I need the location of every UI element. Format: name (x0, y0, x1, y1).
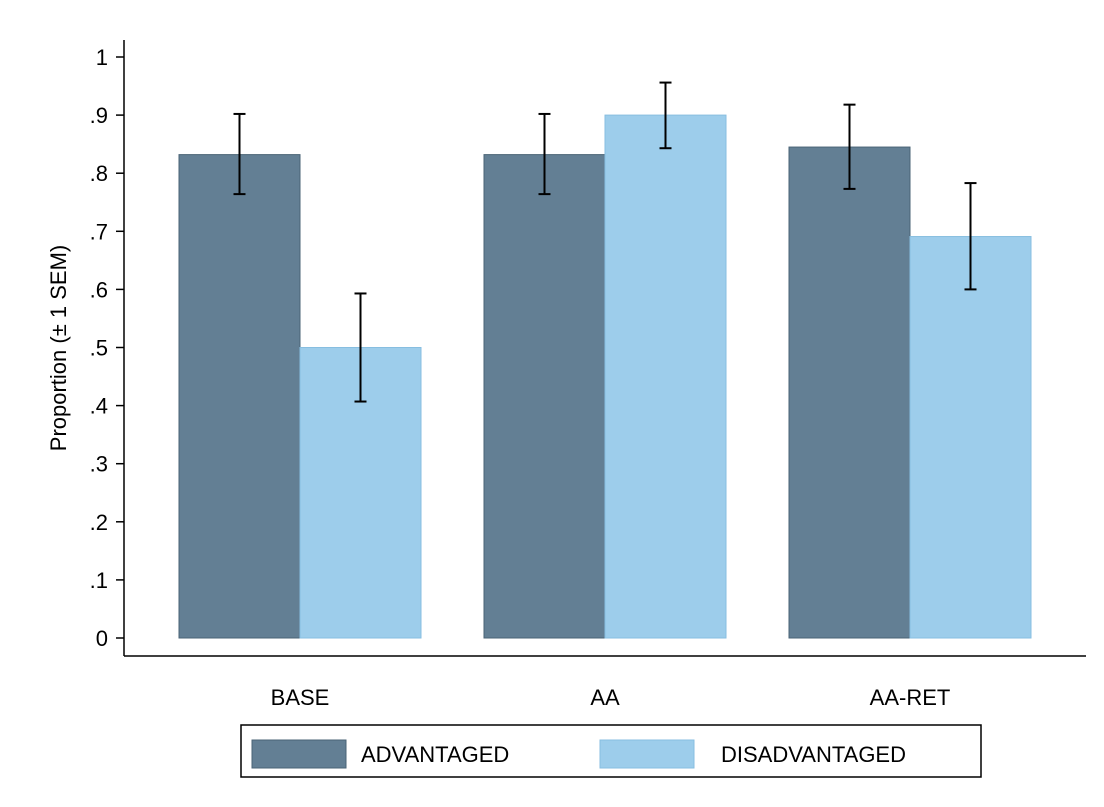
x-category-label: AA-RET (870, 685, 951, 710)
y-tick-label: .5 (90, 336, 108, 361)
x-category-label: BASE (271, 685, 330, 710)
y-axis-ticks: 0 .1 .2 .3 .4 .5 .6 .7 .8 .9 1 (90, 45, 124, 651)
bar-advantaged-aa-ret (788, 146, 911, 639)
error-bar (659, 81, 672, 150)
y-axis-title: Proportion (± 1 SEM) (46, 245, 71, 451)
y-tick-label: .3 (90, 452, 108, 477)
y-tick-label: .9 (90, 103, 108, 128)
y-tick-label: .6 (90, 277, 108, 302)
legend-swatch (599, 739, 695, 769)
bar-disadvantaged-aa-ret (909, 236, 1032, 639)
legend-label: ADVANTAGED (361, 742, 509, 767)
x-axis-category-labels: BASE AA AA-RET (271, 685, 951, 710)
error-bar (843, 103, 856, 190)
bar-advantaged-aa (483, 154, 606, 639)
y-tick-label: .2 (90, 510, 108, 535)
y-tick-label: .4 (90, 394, 108, 419)
chart-error-bars (233, 81, 977, 403)
x-category-label: AA (590, 685, 620, 710)
error-bar (538, 112, 551, 196)
y-tick-label: .8 (90, 161, 108, 186)
chart-bars (178, 114, 1032, 639)
error-bar (354, 292, 367, 403)
y-tick-label: 0 (96, 626, 108, 651)
legend-swatch (251, 739, 347, 769)
legend: ADVANTAGED DISADVANTAGED (240, 724, 982, 778)
y-tick-label: 1 (96, 45, 108, 70)
error-bar (964, 182, 977, 291)
legend-label: DISADVANTAGED (721, 742, 906, 767)
y-tick-label: .1 (90, 568, 108, 593)
error-bar (233, 112, 246, 196)
y-tick-label: .7 (90, 219, 108, 244)
bar-disadvantaged-aa (604, 114, 727, 639)
bar-advantaged-base (178, 154, 301, 639)
